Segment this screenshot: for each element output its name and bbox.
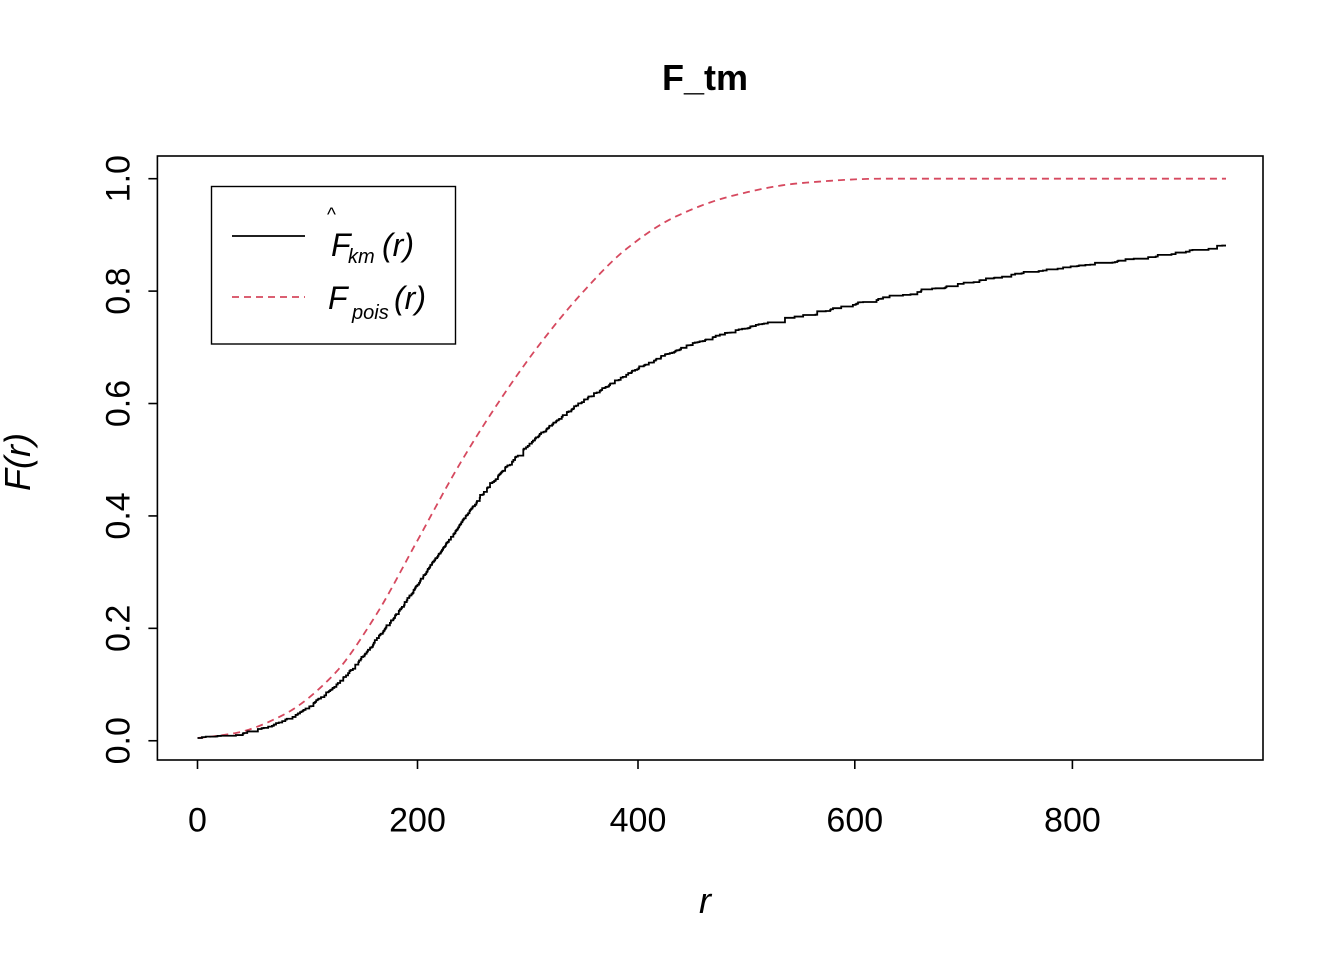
svg-text:(r): (r) bbox=[394, 280, 426, 316]
svg-text:400: 400 bbox=[610, 802, 667, 840]
svg-text:0: 0 bbox=[188, 802, 207, 840]
svg-text:(r): (r) bbox=[382, 227, 414, 263]
svg-text:0.8: 0.8 bbox=[99, 267, 137, 314]
svg-text:F(r): F(r) bbox=[0, 433, 38, 491]
svg-text:1.0: 1.0 bbox=[99, 155, 137, 202]
svg-text:600: 600 bbox=[826, 802, 883, 840]
svg-text:0.2: 0.2 bbox=[99, 605, 137, 652]
svg-text:F: F bbox=[328, 280, 350, 316]
svg-text:^: ^ bbox=[327, 205, 336, 226]
svg-text:pois: pois bbox=[351, 302, 389, 324]
svg-text:800: 800 bbox=[1044, 802, 1101, 840]
svg-text:0.0: 0.0 bbox=[99, 717, 137, 764]
svg-text:F_tm: F_tm bbox=[662, 57, 748, 98]
svg-text:r: r bbox=[699, 880, 713, 921]
svg-text:km: km bbox=[348, 246, 375, 268]
svg-text:0.4: 0.4 bbox=[99, 492, 137, 539]
svg-text:0.6: 0.6 bbox=[99, 380, 137, 427]
svg-text:200: 200 bbox=[389, 802, 446, 840]
